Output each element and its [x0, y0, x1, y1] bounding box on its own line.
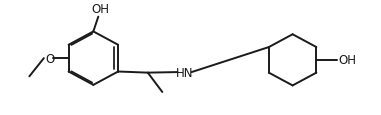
Text: O: O: [46, 52, 55, 65]
Text: HN: HN: [176, 66, 193, 79]
Text: OH: OH: [91, 3, 109, 16]
Text: OH: OH: [339, 54, 357, 67]
